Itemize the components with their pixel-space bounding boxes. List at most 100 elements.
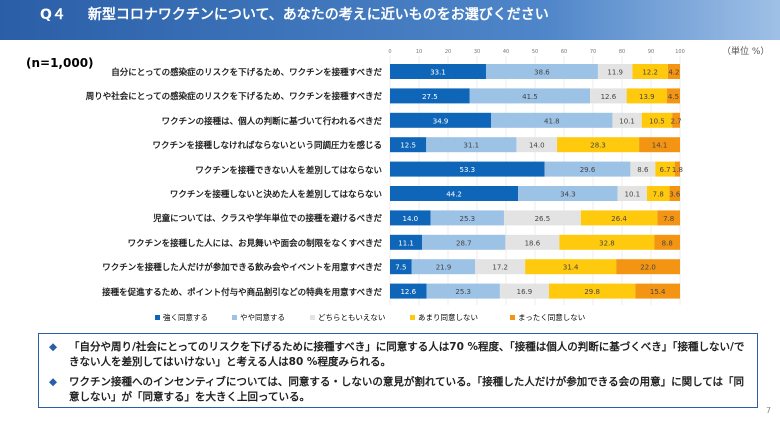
- category-label: 接種を促進するため、ポイント付与や商品割引などの特典を用意すべきだ: [102, 287, 382, 298]
- x-tick-label: 50: [532, 49, 538, 55]
- bar-segment: [669, 186, 680, 201]
- legend-swatch: [310, 315, 315, 320]
- bar-segment: [503, 210, 581, 226]
- data-label: 12.6: [601, 93, 617, 101]
- category-label: ワクチンを接種できない人を差別してはならない: [195, 165, 382, 176]
- data-label: 11.9: [607, 69, 623, 77]
- category-label: ワクチンの接種は、個人の判断に基づいて行われるべきだ: [161, 116, 382, 127]
- bar-segment: [499, 283, 549, 299]
- bar-segment: [544, 161, 631, 177]
- bar-segment: [390, 234, 423, 250]
- diamond-bullet-icon: ◆: [49, 376, 58, 388]
- bar-segment: [630, 161, 656, 177]
- bar-segment: [390, 161, 545, 177]
- note-1: ◆ 「自分や周り/社会にとってのリスクを下げるために接種すべき」に同意する人は70…: [49, 341, 745, 368]
- bar-segment: [655, 161, 675, 177]
- data-label: 17.2: [492, 264, 508, 272]
- data-label: 15.4: [650, 288, 666, 296]
- data-label: 10.1: [619, 117, 635, 125]
- bar-segment: [557, 137, 640, 153]
- sample-size: (n=1,000): [26, 56, 94, 70]
- data-label: 16.9: [517, 288, 533, 296]
- bar-segment: [475, 259, 526, 275]
- data-label: 6.7: [659, 166, 670, 174]
- data-label: 4.2: [668, 69, 679, 77]
- bar-segment: [422, 234, 506, 250]
- bar-segment: [590, 88, 627, 104]
- category-label: ワクチンを接種しなければならないという同調圧力を感じる: [152, 141, 382, 152]
- category-label: ワクチンを接種した人だけが参加できる飲み会やイベントを用意すべきだ: [102, 263, 382, 274]
- bar-segment: [525, 259, 617, 275]
- bar-segment: [667, 64, 680, 79]
- note-2: ◆ ワクチン接種へのインセンティブについては、同意する・しないの意見が割れている。…: [49, 376, 745, 403]
- data-label: 7.5: [395, 264, 406, 272]
- data-label: 25.3: [455, 288, 471, 296]
- bar-segment: [390, 64, 486, 79]
- data-label: 14.0: [529, 142, 545, 150]
- bar-segment: [646, 186, 670, 201]
- legend-item: やや同意する: [232, 312, 285, 323]
- bar-segment: [597, 64, 633, 79]
- data-label: 3.6: [669, 191, 681, 199]
- data-label: 1.8: [672, 166, 683, 174]
- data-label: 10.5: [649, 117, 665, 125]
- legend-item: 強く同意する: [155, 312, 208, 323]
- data-label: 12.5: [400, 142, 416, 150]
- legend-swatch: [232, 315, 237, 320]
- data-label: 29.8: [584, 288, 600, 296]
- category-label: 児童については、クラスや学年単位での接種を避けるべきだ: [153, 214, 382, 225]
- x-tick-label: 100: [675, 49, 685, 55]
- bar-segment: [390, 112, 492, 128]
- bar-segment: [430, 210, 504, 226]
- x-tick-label: 70: [590, 49, 596, 55]
- data-label: 7.8: [663, 215, 674, 223]
- bar-segment: [390, 88, 470, 104]
- data-label: 34.3: [560, 191, 576, 199]
- data-label: 31.4: [563, 264, 579, 272]
- x-tick-label: 0: [388, 49, 391, 55]
- data-label: 12.6: [400, 288, 416, 296]
- data-label: 31.1: [464, 142, 480, 150]
- bar-segment: [666, 88, 680, 104]
- stacked-bar-chart: 0 10 20 30 40 50 60 70 80 90 100 33.1 38.6 11.9 12.2 4.…: [388, 49, 685, 305]
- question-text: 新型コロナワクチンについて、あなたの考えに近いものをお選びください: [87, 7, 549, 23]
- bar-segment: [672, 112, 680, 128]
- bar-segment: [635, 283, 680, 299]
- data-label: 27.5: [422, 93, 438, 101]
- data-label: 7.8: [653, 191, 664, 199]
- bar-segment: [639, 137, 680, 153]
- bar-segment: [516, 137, 558, 153]
- bar-segment: [616, 259, 680, 275]
- data-label: 26.5: [535, 215, 551, 223]
- data-label: 8.8: [662, 239, 673, 247]
- data-label: 53.3: [459, 166, 475, 174]
- slide-title: Q４ 新型コロナワクチンについて、あなたの考えに近いものをお選びください: [0, 0, 780, 40]
- data-label: 22.0: [640, 264, 656, 272]
- bar-segment: [641, 112, 673, 128]
- bar-segment: [390, 137, 427, 153]
- data-label: 28.7: [456, 239, 472, 247]
- bar-segment: [426, 137, 517, 153]
- bar-segment: [390, 259, 412, 275]
- legend-swatch: [155, 315, 160, 320]
- bar-segment: [548, 283, 636, 299]
- data-label: 2.7: [671, 117, 682, 125]
- summary-box: ◆ 「自分や周り/社会にとってのリスクを下げるために接種すべき」に同意する人は70…: [38, 333, 758, 408]
- bar-segment: [657, 210, 680, 226]
- data-label: 38.6: [534, 69, 550, 77]
- x-tick-label: 60: [561, 49, 567, 55]
- data-label: 11.1: [398, 239, 414, 247]
- bar-segment: [674, 161, 680, 177]
- bar-segment: [612, 112, 642, 128]
- data-label: 8.6: [637, 166, 649, 174]
- data-label: 13.9: [639, 93, 655, 101]
- data-label: 33.1: [430, 69, 446, 77]
- bar-segment: [491, 112, 613, 128]
- category-label: ワクチンを接種した人には、お見舞いや面会の制限をなくすべきだ: [127, 238, 382, 249]
- data-label: 18.6: [525, 239, 541, 247]
- unit-label: （単位 %）: [722, 47, 770, 57]
- bar-segment: [580, 210, 658, 226]
- bar-segment: [411, 259, 476, 275]
- category-label: 自分にとっての感染症のリスクを下げるため、ワクチンを接種すべきだ: [111, 68, 382, 78]
- x-tick-label: 80: [619, 49, 625, 55]
